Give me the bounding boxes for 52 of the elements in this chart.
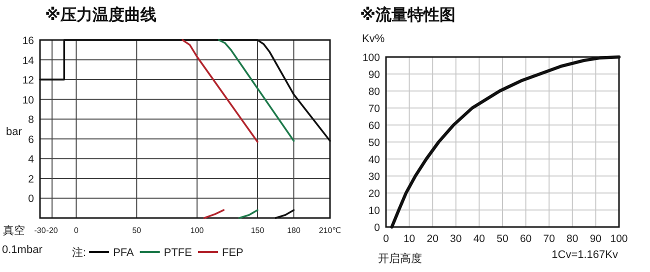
- y-tick-label: 80: [368, 86, 380, 98]
- x-tick-label: 70: [543, 233, 556, 245]
- x-tick-label: 100: [190, 226, 204, 235]
- x-tick-label: 0: [383, 233, 390, 245]
- y-tick-label: 90: [368, 69, 380, 81]
- line-series: [218, 39, 295, 142]
- text: 0.1mbar: [2, 244, 43, 256]
- x-tick-label: 50: [496, 233, 508, 245]
- y-tick-label: 16: [22, 35, 34, 47]
- y-axis-title: bar: [6, 126, 22, 138]
- y-tick-label: 6: [28, 134, 34, 146]
- x-tick-label: 50: [132, 226, 142, 235]
- y-tick-label: 14: [22, 54, 34, 67]
- text: 1Cv=1.167Kv: [552, 249, 618, 261]
- legend-title: 注:: [72, 246, 86, 259]
- x-axis-title: 开启高度: [378, 252, 422, 265]
- y-tick-label: 4: [28, 154, 34, 166]
- y-tick-label: 10: [22, 94, 34, 106]
- x-tick-label: 10: [403, 233, 416, 245]
- legend-label: PTFE: [164, 247, 192, 259]
- y-tick-label: 10: [368, 205, 380, 217]
- legend-label: FEP: [222, 247, 244, 259]
- x-tick-label: 100: [610, 233, 628, 245]
- legend-label: PFA: [113, 247, 135, 259]
- x-tick-label: 150: [250, 226, 265, 235]
- x-tick-label: 180: [287, 226, 301, 235]
- x-tick-label: -20: [46, 226, 58, 235]
- x-tick-label: -30: [34, 226, 46, 235]
- chart-title: ※压力温度曲线: [45, 5, 157, 24]
- text: 真空: [3, 224, 25, 237]
- x-tick-label: 60: [520, 233, 532, 245]
- y-tick-label: 30: [368, 171, 380, 183]
- x-tick-label: 30: [450, 233, 462, 245]
- x-tick-label: 90: [590, 233, 602, 245]
- y-tick-label: 12: [22, 74, 34, 87]
- y-tick-label: 100: [362, 52, 380, 64]
- y-tick-label: 2: [28, 173, 34, 186]
- x-tick-label: 20: [426, 233, 439, 245]
- y-tick-label: 50: [368, 137, 380, 149]
- x-tick-label: 80: [566, 233, 578, 245]
- chart-title: ※流量特性图: [360, 5, 456, 24]
- y-tick-label: 40: [368, 154, 380, 166]
- y-axis-title: Kv%: [362, 33, 385, 45]
- x-tick-label: 0: [74, 226, 80, 235]
- x-tick-label: 210℃: [318, 226, 342, 235]
- y-tick-label: 8: [28, 114, 34, 126]
- y-tick-label: 0: [28, 193, 34, 206]
- y-tick-label: 60: [368, 120, 380, 132]
- y-tick-label: 70: [368, 103, 380, 115]
- line-series: [182, 39, 258, 143]
- y-tick-label: 20: [368, 188, 380, 200]
- x-tick-label: 40: [473, 233, 486, 245]
